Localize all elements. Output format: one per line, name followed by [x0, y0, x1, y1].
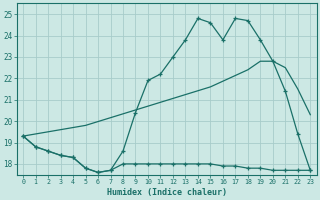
X-axis label: Humidex (Indice chaleur): Humidex (Indice chaleur) [107, 188, 227, 197]
